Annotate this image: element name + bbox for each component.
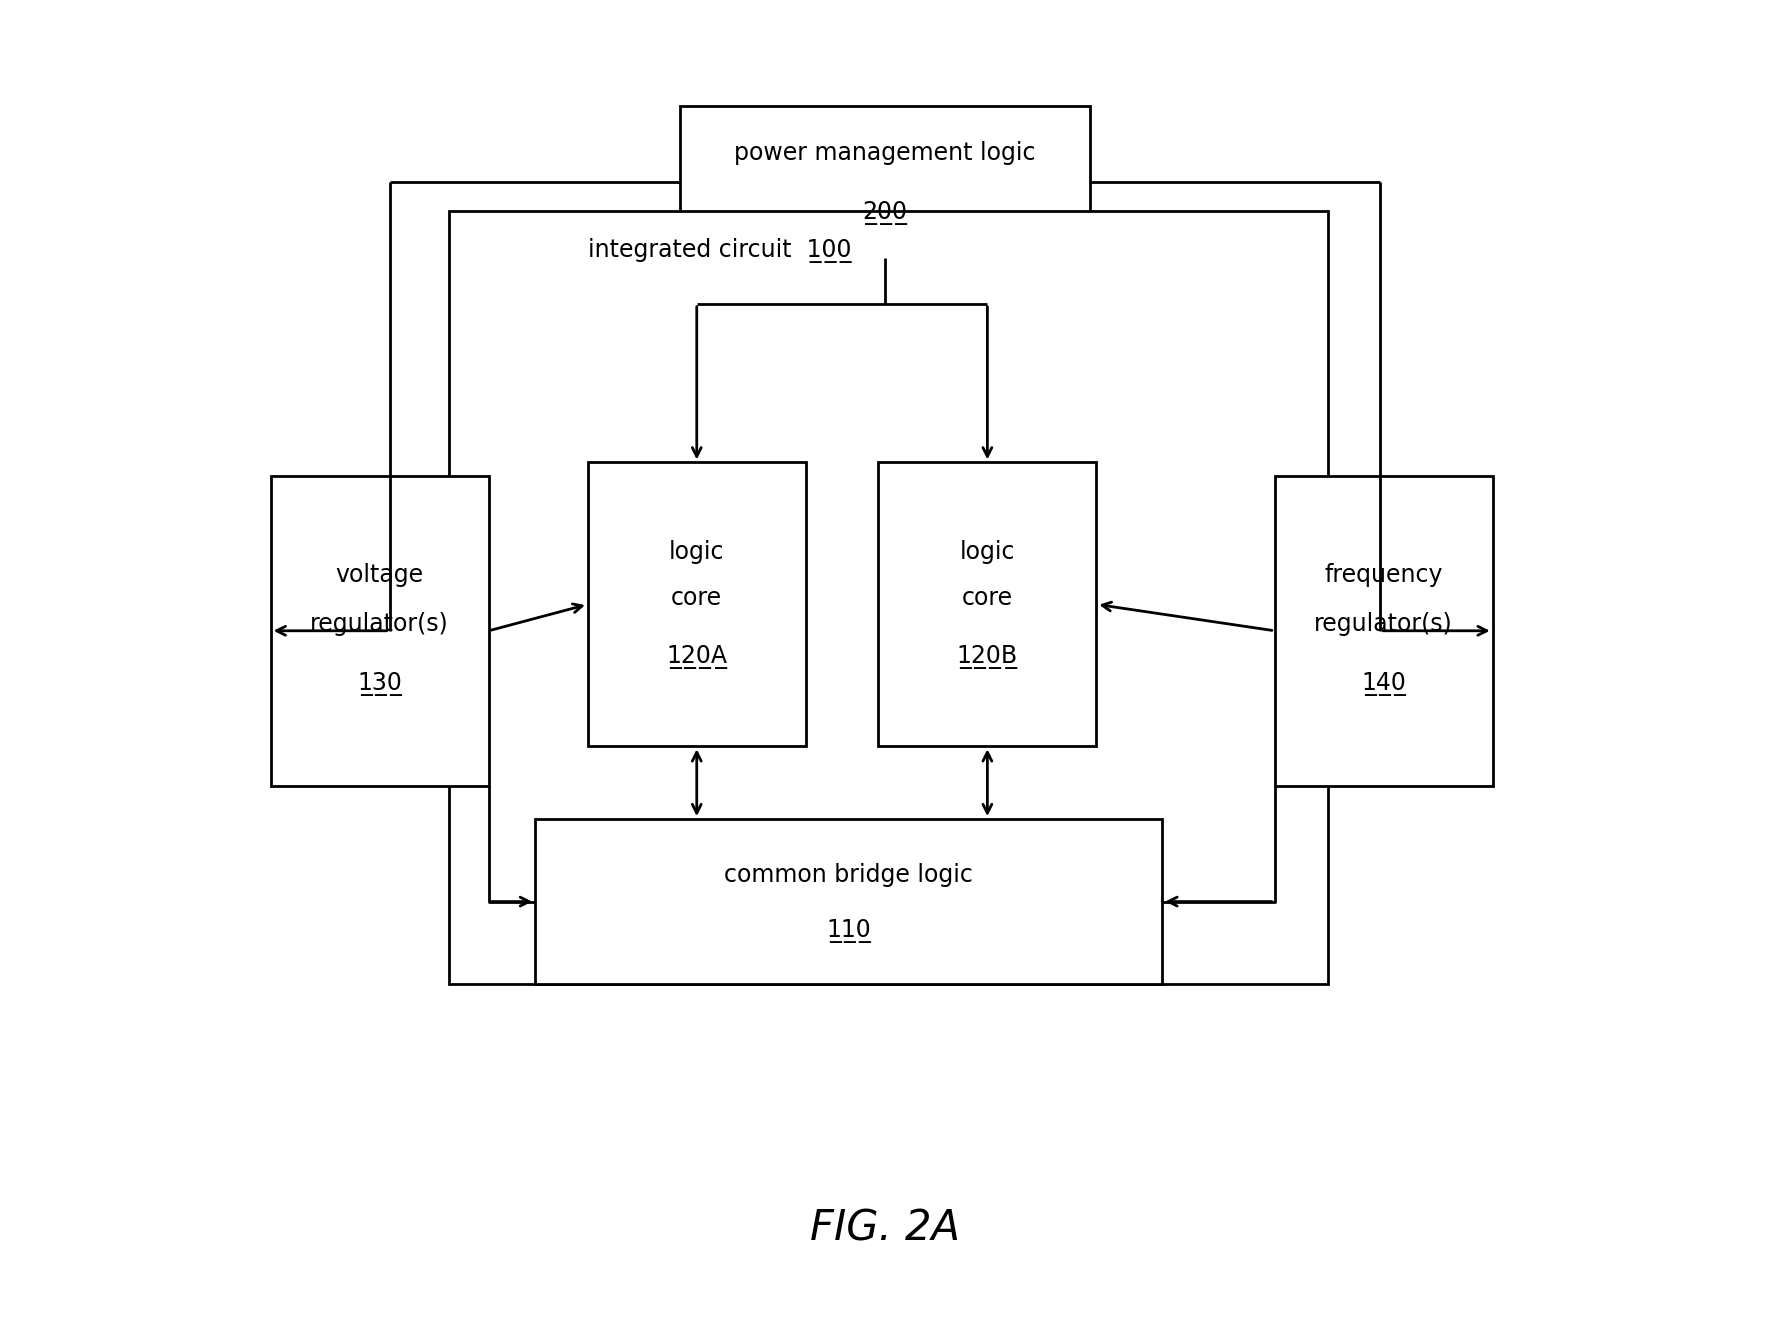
FancyBboxPatch shape [1274,476,1492,786]
Text: 1̲3̲0̲: 1̲3̲0̲ [358,671,402,696]
Text: integrated circuit  1̲0̲0̲: integrated circuit 1̲0̲0̲ [588,239,851,263]
Text: FIG. 2A: FIG. 2A [811,1207,959,1250]
Text: logic: logic [669,539,724,564]
Text: 1̲4̲0̲: 1̲4̲0̲ [1361,671,1405,696]
Text: core: core [961,585,1012,610]
FancyBboxPatch shape [271,476,489,786]
FancyBboxPatch shape [680,106,1090,258]
FancyBboxPatch shape [588,462,805,746]
Text: 1̲1̲0̲: 1̲1̲0̲ [827,918,871,943]
Text: regulator(s): regulator(s) [1315,612,1453,637]
FancyBboxPatch shape [878,462,1096,746]
Text: 1̲2̲0̲B̲: 1̲2̲0̲B̲ [958,645,1018,670]
Text: core: core [671,585,722,610]
Text: common bridge logic: common bridge logic [724,863,974,888]
Text: voltage: voltage [336,563,423,588]
Text: logic: logic [959,539,1016,564]
Text: power management logic: power management logic [735,140,1035,165]
FancyBboxPatch shape [450,211,1328,984]
Text: regulator(s): regulator(s) [310,612,450,637]
FancyBboxPatch shape [535,819,1163,984]
Text: 1̲2̲0̲A̲: 1̲2̲0̲A̲ [666,645,727,670]
Text: 2̲0̲0̲: 2̲0̲0̲ [862,201,908,226]
Text: frequency: frequency [1324,563,1443,588]
